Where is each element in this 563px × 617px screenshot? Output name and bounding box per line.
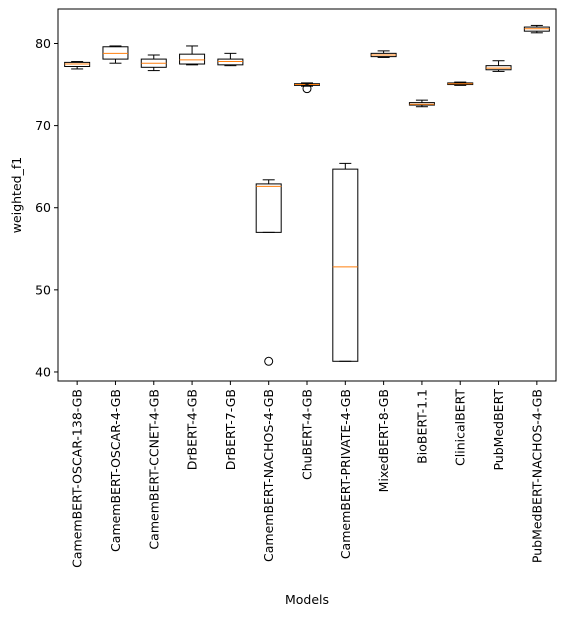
box-group bbox=[140, 54, 167, 72]
plot-area bbox=[64, 24, 550, 366]
box-group bbox=[332, 162, 359, 362]
box-group bbox=[255, 179, 282, 366]
box-group bbox=[179, 45, 206, 66]
box-group bbox=[485, 60, 512, 72]
box bbox=[332, 168, 359, 362]
x-axis: CamemBERT-OSCAR-138-GB CamemBERT-OSCAR-4-… bbox=[70, 381, 544, 568]
box bbox=[179, 53, 206, 65]
box bbox=[255, 183, 282, 233]
x-tick-label: CamemBERT-OSCAR-138-GB bbox=[70, 389, 85, 568]
x-tick-label: ChuBERT-4-GB bbox=[300, 389, 315, 480]
x-tick-label: PubMedBERT bbox=[491, 389, 506, 471]
box-group bbox=[102, 45, 129, 64]
x-tick-label: CamemBERT-CCNET-4-GB bbox=[146, 389, 161, 550]
y-tick-label: 60 bbox=[35, 200, 51, 215]
outlier-point bbox=[302, 84, 312, 94]
x-tick-label: CamemBERT-OSCAR-4-GB bbox=[108, 389, 123, 552]
outlier-point bbox=[264, 356, 274, 366]
x-axis-label: Models bbox=[285, 592, 329, 607]
y-tick-label: 80 bbox=[35, 36, 51, 51]
x-tick-label: MixedBERT-8-GB bbox=[376, 389, 391, 492]
x-tick-label: BioBERT-1.1 bbox=[414, 389, 429, 464]
x-tick-label: CamemBERT-PRIVATE-4-GB bbox=[338, 389, 353, 559]
box-group bbox=[217, 52, 244, 67]
y-tick-label: 40 bbox=[35, 364, 51, 379]
y-axis-label: weighted_f1 bbox=[9, 157, 24, 233]
x-tick-label: DrBERT-7-GB bbox=[223, 389, 238, 470]
box-group bbox=[294, 82, 320, 94]
x-tick-label: CamemBERT-NACHOS-4-GB bbox=[261, 389, 276, 562]
box-group bbox=[408, 99, 435, 108]
box-group bbox=[447, 81, 474, 86]
x-tick-label: DrBERT-4-GB bbox=[185, 389, 200, 470]
y-tick-label: 50 bbox=[35, 282, 51, 297]
box-group bbox=[64, 61, 91, 70]
box-group bbox=[370, 50, 397, 58]
x-tick-label: PubMedBERT-NACHOS-4-GB bbox=[529, 389, 544, 563]
box-group bbox=[523, 24, 550, 34]
y-tick-label: 70 bbox=[35, 118, 51, 133]
y-axis: 40 50 60 70 80 bbox=[35, 36, 58, 379]
x-tick-label: ClinicalBERT bbox=[453, 389, 468, 466]
